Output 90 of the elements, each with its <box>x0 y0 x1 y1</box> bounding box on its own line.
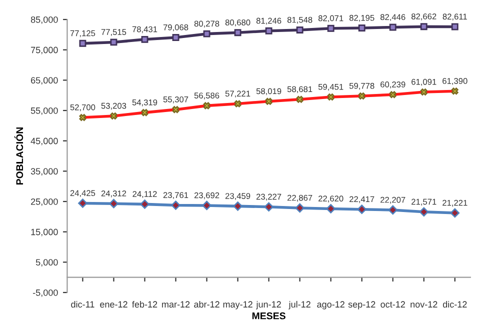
data-label: 54,319 <box>132 99 158 106</box>
data-label: 82,195 <box>349 14 374 22</box>
point <box>233 202 242 211</box>
x-tick-label: mar-12 <box>162 301 190 308</box>
y-tick-label: 65,000 <box>31 77 58 85</box>
x-tick-label: jun-12 <box>256 300 281 310</box>
data-label: 80,680 <box>225 20 250 26</box>
x-tick-label: oct-12 <box>380 301 405 308</box>
point <box>327 24 334 32</box>
point <box>110 38 118 46</box>
data-label: 77,515 <box>101 29 126 36</box>
data-label: 82,446 <box>380 14 406 22</box>
data-label: 22,867 <box>287 194 312 202</box>
y-tick-label: -5,000 <box>32 289 58 297</box>
point <box>202 200 212 210</box>
y-tick-label: 25,000 <box>31 198 58 206</box>
point <box>389 24 396 31</box>
data-label: 59,451 <box>318 84 344 91</box>
data-label: 56,586 <box>194 92 220 100</box>
x-axis-title: MESES <box>252 312 286 320</box>
data-label: 57,221 <box>225 90 250 98</box>
y-tick-label: 45,000 <box>30 138 58 146</box>
point <box>264 202 274 212</box>
x-tick-label: feb-12 <box>132 300 158 308</box>
data-label: 77,125 <box>70 30 96 38</box>
data-label: 79,068 <box>163 24 188 32</box>
data-label: 21,571 <box>412 198 436 206</box>
y-tick-label: 85,000 <box>30 16 58 24</box>
data-label: 81,246 <box>256 18 282 25</box>
y-tick-label: 35,000 <box>30 168 58 176</box>
data-label: 22,417 <box>350 196 374 204</box>
x-tick-label: dic-12 <box>442 300 467 308</box>
point <box>388 205 398 215</box>
data-label: 21,221 <box>442 200 468 207</box>
data-label: 60,239 <box>380 82 406 88</box>
point <box>420 23 428 30</box>
y-tick-label: 5,000 <box>36 259 58 267</box>
data-label: 22,620 <box>318 196 344 202</box>
point <box>357 204 366 214</box>
x-tick-label: may-12 <box>223 301 252 310</box>
x-tick-label: ene-12 <box>100 301 128 308</box>
x-tick-label: dic-11 <box>71 300 94 308</box>
data-label: 24,425 <box>70 190 96 198</box>
point <box>419 207 428 217</box>
data-label: 24,312 <box>101 190 126 198</box>
point <box>141 36 148 43</box>
data-label: 82,071 <box>318 15 344 22</box>
data-label: 59,778 <box>349 82 374 90</box>
point <box>295 203 304 213</box>
data-label: 58,019 <box>256 88 282 96</box>
data-label: 23,227 <box>256 194 282 201</box>
point <box>140 200 150 209</box>
point <box>450 208 460 218</box>
data-label: 58,681 <box>287 86 312 94</box>
point <box>234 29 242 36</box>
data-label: 80,278 <box>194 20 220 28</box>
point <box>109 198 118 208</box>
point <box>451 23 458 30</box>
data-label: 52,700 <box>70 104 96 112</box>
data-label: 23,459 <box>225 193 250 200</box>
point <box>358 24 366 32</box>
y-tick-label: 15,000 <box>31 228 58 236</box>
data-label: 24,112 <box>132 191 157 198</box>
point <box>203 30 210 38</box>
point <box>296 26 304 34</box>
data-label: 78,431 <box>132 26 158 34</box>
data-label: 55,307 <box>163 96 188 104</box>
data-label: 23,692 <box>194 192 220 200</box>
point <box>172 34 180 41</box>
point <box>265 27 272 34</box>
data-label: 22,207 <box>380 196 406 204</box>
y-tick-label: 55,000 <box>30 107 58 115</box>
x-tick-label: sep-12 <box>348 301 376 310</box>
y-axis-title: POBLACIÓN <box>14 127 24 185</box>
data-label: 53,203 <box>101 102 126 110</box>
data-label: 81,548 <box>287 16 312 24</box>
x-tick-label: ago-12 <box>317 301 344 310</box>
point <box>171 200 180 210</box>
point <box>79 40 86 47</box>
y-tick-label: 75,000 <box>31 46 58 54</box>
point <box>326 204 336 214</box>
data-label: 82,611 <box>442 14 467 21</box>
data-label: 61,091 <box>412 78 436 86</box>
x-tick-label: nov-12 <box>410 301 438 308</box>
x-tick-label: jul-12 <box>288 300 310 310</box>
point <box>78 198 88 208</box>
data-label: 82,662 <box>411 13 436 20</box>
data-label: 61,390 <box>442 78 468 85</box>
data-label: 23,761 <box>163 192 188 200</box>
x-tick-label: abr-12 <box>194 300 220 308</box>
